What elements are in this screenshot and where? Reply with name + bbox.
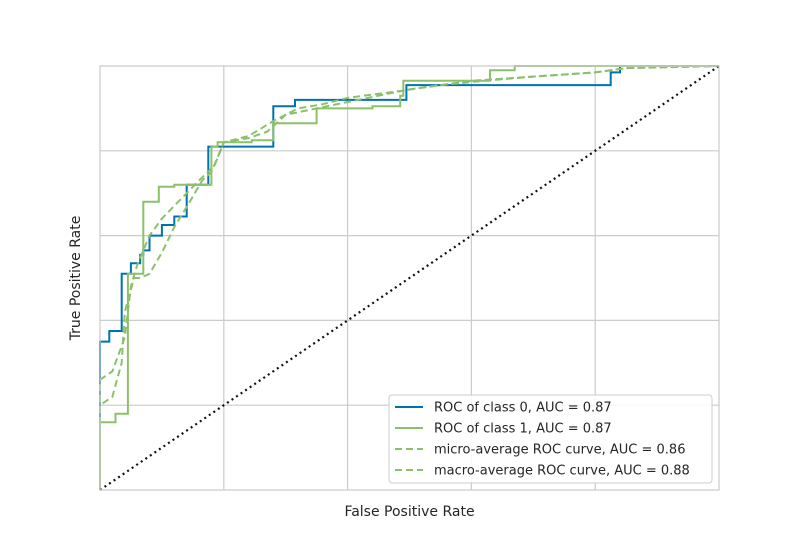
legend-label-series-2: ROC of class 1, AUC = 0.87 [434,422,612,437]
legend: ROC of class 0, AUC = 0.87 ROC of class 1… [388,394,713,484]
legend-label-series-4: macro-average ROC curve, AUC = 0.88 [434,464,690,479]
x-axis-label: False Positive Rate [344,504,474,520]
roc-curve-series-4 [99,65,720,490]
legend-label-series-3: micro-average ROC curve, AUC = 0.86 [434,443,685,458]
y-axis-label: True Positive Rate [68,216,84,342]
roc-curve-series-1 [99,65,719,490]
roc-curve-series-2 [99,65,719,490]
legend-box [388,394,713,484]
plot-border [99,65,720,491]
random-chance-diagonal [99,65,720,491]
legend-label-series-1: ROC of class 0, AUC = 0.87 [434,401,612,416]
series-layer [99,65,720,491]
